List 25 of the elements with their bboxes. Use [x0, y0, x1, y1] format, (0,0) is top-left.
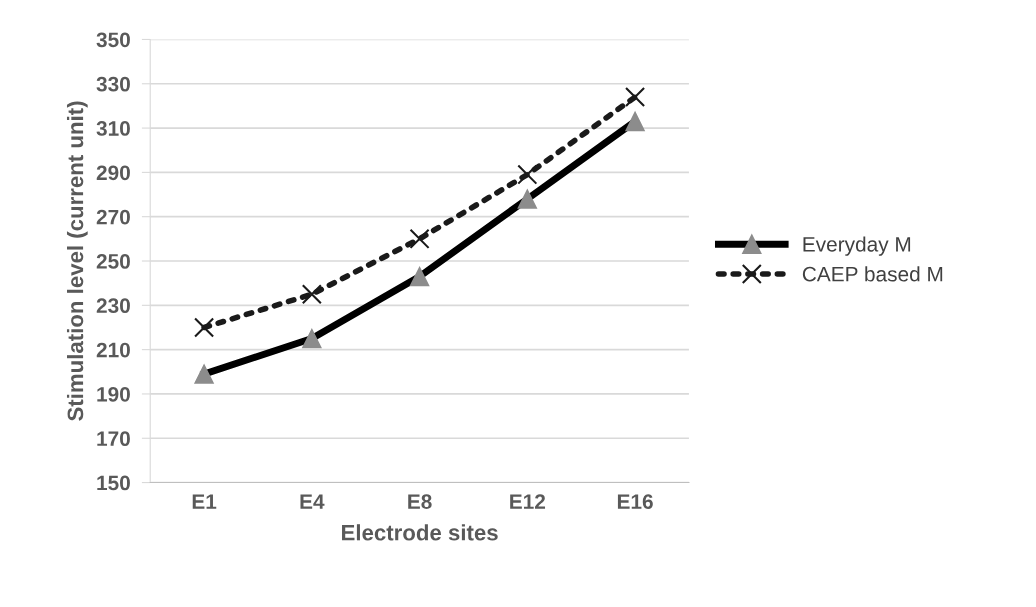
legend-label: CAEP based M	[802, 266, 943, 282]
y-tick-label: 210	[96, 342, 130, 358]
y-tick-label: 150	[97, 475, 130, 491]
y-tick-label: 230	[96, 298, 130, 314]
x-tick-label: E4	[300, 494, 325, 509]
x-tick-label: E16	[617, 494, 653, 509]
y-tick-label: 190	[97, 386, 130, 402]
point	[301, 284, 322, 305]
point	[409, 228, 430, 249]
y-tick-label: 290	[96, 165, 130, 181]
legend-label: Everyday M	[803, 236, 911, 256]
point	[194, 317, 215, 338]
x-tick-label: E1	[192, 494, 217, 509]
y-axis-title: Stimulation level (current unit)	[66, 101, 88, 421]
x-tick-label: E12	[510, 494, 546, 509]
y-tick-label: 270	[96, 209, 130, 225]
y-tick-label: 350	[96, 32, 130, 48]
point	[625, 86, 646, 108]
y-tick-label: 170	[97, 431, 130, 447]
y-tick-label: 330	[96, 76, 130, 92]
x-tick-label: E8	[408, 494, 432, 509]
y-tick-label: 250	[96, 254, 130, 269]
x-axis-title: Electrode sites	[342, 524, 498, 541]
y-tick-label: 310	[96, 121, 130, 136]
point	[517, 164, 538, 185]
